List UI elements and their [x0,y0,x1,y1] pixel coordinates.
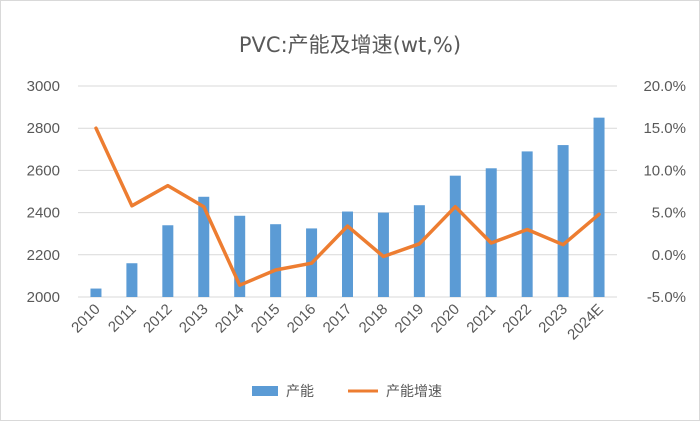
x-tick-label: 2012 [140,301,176,337]
left-tick-label: 2800 [27,120,60,137]
bar [557,145,569,297]
growth-line [94,126,601,287]
x-axis-ticks: 2010 2011 2012 2013 2014 2015 2016 2017 2018 2019… [68,301,607,344]
x-tick-label: 2010 [68,301,104,337]
bar [234,215,246,297]
bar [485,168,497,297]
left-tick-label: 2600 [27,162,60,179]
right-tick-label: 15.0% [643,120,686,137]
chart-title: PVC:产能及增速(wt,%) [239,33,461,57]
bar [90,288,102,297]
bar [270,224,282,297]
legend: 产能 产能增速 [252,384,442,400]
right-tick-label: 10.0% [643,162,686,179]
growth-line-path [94,126,601,287]
x-tick-label: 2024E [564,301,607,344]
x-tick-label: 2013 [176,301,212,337]
bar [162,225,174,297]
bar [521,151,533,297]
x-tick-label: 2018 [356,301,392,337]
x-tick-label: 2022 [499,301,535,337]
left-tick-label: 2000 [27,289,60,306]
right-axis-ticks: -5.0% 0.0% 5.0% 10.0% 15.0% 20.0% [643,78,686,306]
x-tick-label: 2021 [463,301,499,337]
left-tick-label: 2400 [27,205,60,222]
bar [593,117,605,298]
x-tick-label: 2015 [248,301,284,337]
bar [198,196,210,297]
x-tick-label: 2016 [284,301,320,337]
bar [126,263,138,297]
legend-label-bar: 产能 [286,384,314,400]
x-tick-label: 2014 [212,301,248,337]
x-tick-label: 2019 [392,301,428,337]
bar [342,211,353,297]
x-tick-label: 2011 [105,301,140,336]
left-tick-label: 3000 [27,78,60,95]
bar [413,205,425,297]
bar [449,175,461,297]
legend-swatch-bar [252,386,278,396]
right-tick-label: -5.0% [647,289,686,306]
right-tick-label: 5.0% [652,205,686,222]
x-tick-label: 2020 [428,301,464,337]
capacity-bars [90,117,605,298]
left-axis-ticks: 2000 2200 2400 2600 2800 3000 [27,78,60,306]
left-tick-label: 2200 [27,247,60,264]
legend-label-line: 产能增速 [386,384,442,400]
right-tick-label: 20.0% [643,78,686,95]
right-tick-label: 0.0% [652,247,686,264]
x-tick-label: 2017 [320,301,356,337]
